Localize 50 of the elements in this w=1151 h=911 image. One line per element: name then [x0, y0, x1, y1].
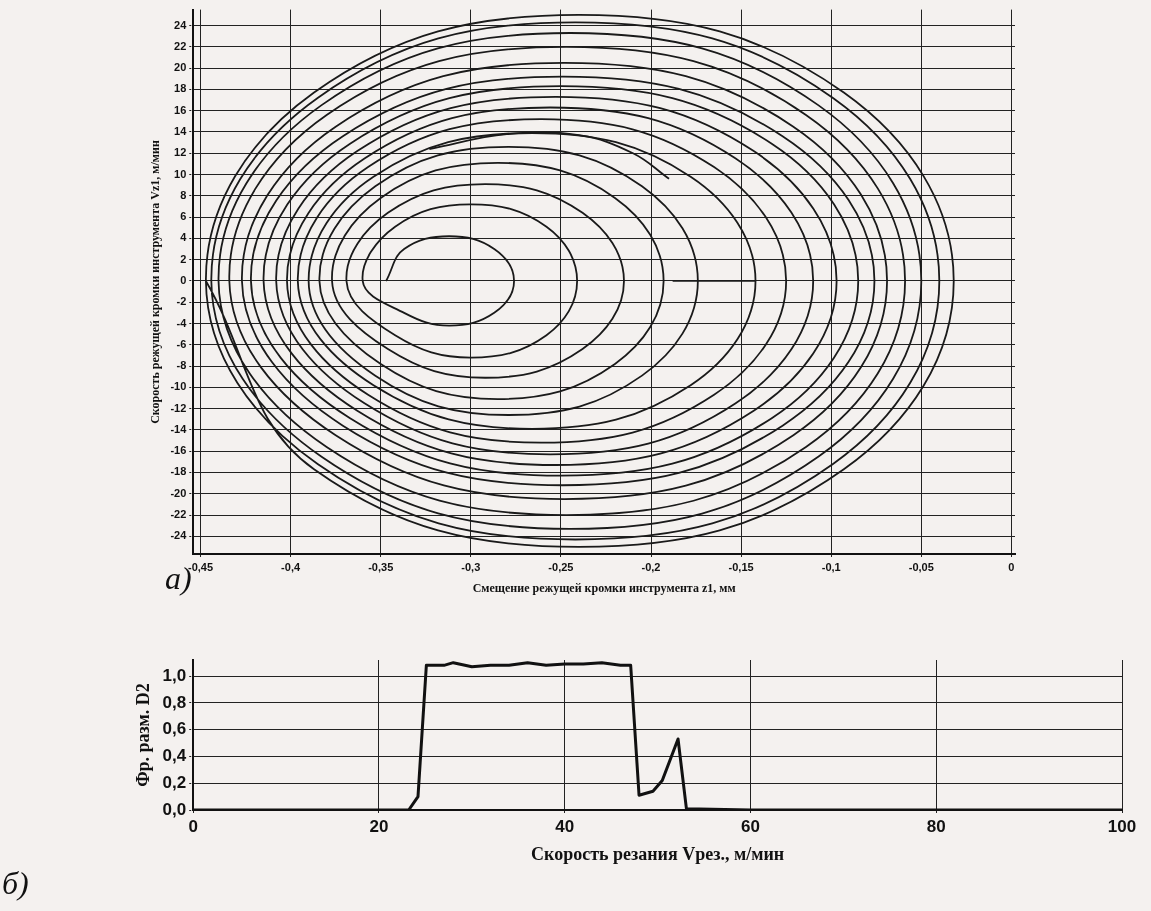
x-axis-title: Скорость резания Vрез., м/мин: [531, 843, 785, 864]
x-tick-label: -0,05: [908, 561, 934, 574]
x-tick-label: 0: [1008, 561, 1015, 574]
y-tick-label: 0,8: [162, 692, 187, 712]
x-tick-label: -0,1: [821, 561, 841, 574]
y-tick-label: 16: [174, 103, 187, 116]
x-tick-label: -0,25: [548, 561, 574, 574]
y-tick-label: -6: [176, 337, 187, 350]
y-tick-label: 1,0: [162, 665, 187, 685]
y-tick-label: -24: [170, 529, 188, 542]
x-tick-label: -0,2: [641, 561, 661, 574]
x-axis-title: Смещение режущей кромки инструмента z1, мм: [472, 580, 736, 595]
y-tick-label: 0,4: [162, 746, 187, 766]
x-tick-label: 20: [369, 816, 389, 836]
x-tick-label: -0,15: [728, 561, 754, 574]
y-tick-label: -8: [176, 359, 187, 372]
y-tick-label: -18: [170, 465, 187, 478]
y-tick-label: 22: [174, 39, 187, 52]
x-tick-label: 40: [555, 816, 575, 836]
y-tick-label: 4: [180, 231, 188, 244]
y-tick-label: -16: [170, 444, 187, 457]
y-tick-label: -14: [170, 422, 188, 435]
y-tick-label: 0: [180, 273, 187, 286]
y-tick-label: 6: [180, 210, 187, 223]
y-tick-label: 18: [174, 82, 187, 95]
y-tick-label: -2: [176, 295, 187, 308]
x-tick-label: -0,4: [281, 561, 301, 574]
y-tick-label: 24: [174, 18, 188, 31]
y-tick-label: 8: [180, 188, 187, 201]
y-tick-label: -20: [170, 486, 187, 499]
y-tick-label: -4: [176, 316, 188, 329]
x-tick-label: 60: [741, 816, 760, 836]
y-tick-label: 20: [174, 61, 187, 74]
y-tick-label: -12: [170, 401, 187, 414]
x-tick-label: -0,35: [368, 561, 394, 574]
y-tick-label: 10: [174, 167, 187, 180]
text: б): [2, 865, 29, 901]
y-axis-title: Фр. разм. D2: [133, 683, 154, 787]
x-tick-label: -0,3: [461, 561, 481, 574]
x-tick-label: 100: [1107, 816, 1137, 836]
y-tick-label: -10: [170, 380, 187, 393]
y-tick-label: 14: [174, 125, 188, 137]
y-tick-label: -22: [170, 508, 187, 521]
y-tick-label: 0,6: [162, 719, 187, 739]
y-tick-label: 0,0: [162, 799, 187, 819]
y-tick-label: 2: [180, 252, 187, 265]
y-tick-label: 12: [174, 146, 187, 159]
y-tick-label: 0,2: [162, 772, 187, 792]
y-axis-title: Скорость режущей кромки инструмента Vz1, м/мин: [148, 140, 163, 424]
x-tick-label: 80: [926, 816, 946, 836]
